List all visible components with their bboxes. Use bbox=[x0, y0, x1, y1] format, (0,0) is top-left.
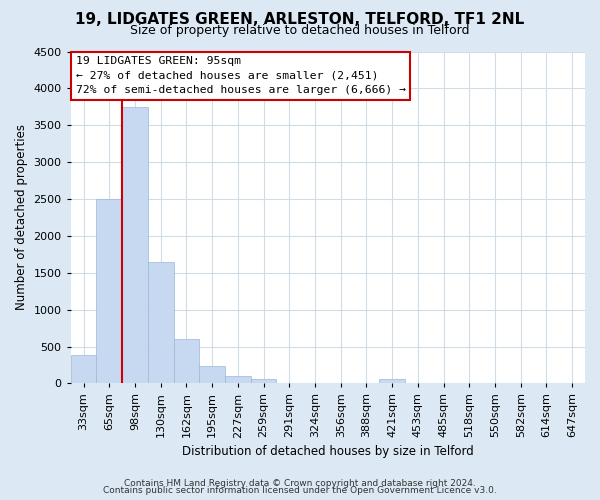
Text: 19 LIDGATES GREEN: 95sqm
← 27% of detached houses are smaller (2,451)
72% of sem: 19 LIDGATES GREEN: 95sqm ← 27% of detach… bbox=[76, 56, 406, 96]
Text: Size of property relative to detached houses in Telford: Size of property relative to detached ho… bbox=[130, 24, 470, 37]
Bar bbox=[148, 262, 173, 384]
Bar bbox=[199, 366, 225, 384]
Bar bbox=[379, 379, 405, 384]
Bar bbox=[173, 339, 199, 384]
X-axis label: Distribution of detached houses by size in Telford: Distribution of detached houses by size … bbox=[182, 444, 474, 458]
Bar bbox=[122, 107, 148, 384]
Text: Contains HM Land Registry data © Crown copyright and database right 2024.: Contains HM Land Registry data © Crown c… bbox=[124, 478, 476, 488]
Bar bbox=[225, 376, 251, 384]
Text: 19, LIDGATES GREEN, ARLESTON, TELFORD, TF1 2NL: 19, LIDGATES GREEN, ARLESTON, TELFORD, T… bbox=[76, 12, 524, 28]
Bar bbox=[251, 379, 277, 384]
Bar bbox=[97, 199, 122, 384]
Y-axis label: Number of detached properties: Number of detached properties bbox=[15, 124, 28, 310]
Text: Contains public sector information licensed under the Open Government Licence v3: Contains public sector information licen… bbox=[103, 486, 497, 495]
Bar bbox=[71, 356, 97, 384]
